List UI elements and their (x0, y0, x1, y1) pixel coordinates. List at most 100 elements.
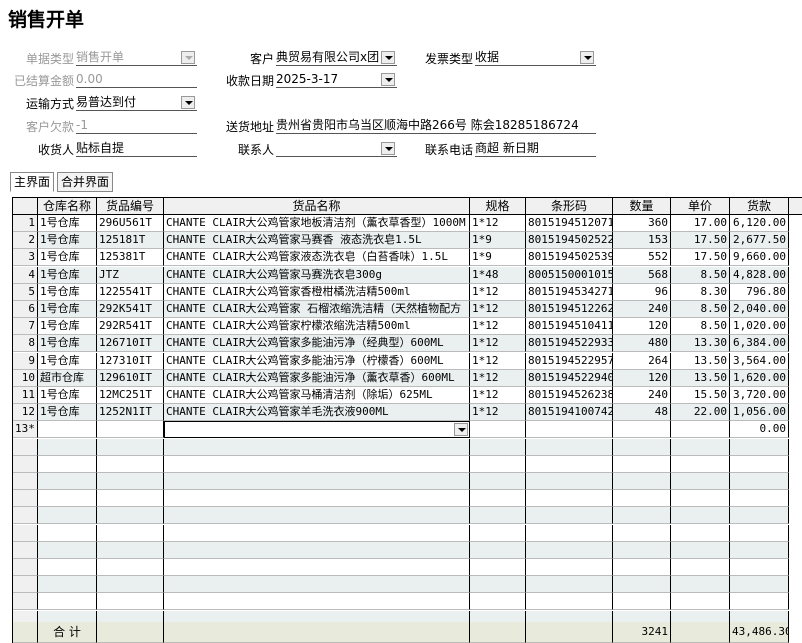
table-cell: 8.30 (671, 283, 730, 301)
table-cell[interactable] (164, 421, 470, 439)
table-cell (38, 593, 97, 611)
table-cell: 1号仓库 (38, 352, 97, 370)
table-cell (613, 438, 671, 456)
table-cell (470, 438, 526, 456)
table-cell: 129610IT (97, 369, 164, 387)
table-cell (164, 559, 470, 576)
table-cell: 1号仓库 (38, 232, 97, 250)
footer-cell (470, 622, 526, 643)
table-cell: CHANTE CLAIR大公鸡管家羊毛洗衣液900ML (164, 404, 470, 422)
table-cell (730, 593, 789, 611)
row-number: 11 (13, 387, 38, 404)
field-label: 联系人 (237, 143, 274, 157)
field-label: 运输方式 (25, 97, 74, 111)
field-input[interactable]: 2025-3-17 (276, 71, 397, 88)
row-number (13, 576, 38, 594)
tab[interactable]: 主界面 (10, 172, 55, 192)
table-cell: 120 (613, 318, 671, 336)
table-cell (38, 559, 97, 576)
table-cell (470, 455, 526, 473)
field-label: 发票类型 (424, 52, 473, 66)
row-number (13, 541, 38, 559)
table-cell (470, 541, 526, 559)
table-cell (730, 524, 789, 542)
footer-cell (97, 622, 164, 643)
table-cell (38, 455, 97, 473)
table-cell: CHANTE CLAIR大公鸡管家马桶清洁剂（除垢）625ML (164, 387, 470, 404)
table-cell (164, 593, 470, 611)
table-cell (97, 559, 164, 576)
table-cell: 8015194100742 (526, 404, 613, 422)
table-cell (97, 576, 164, 594)
table-cell: 126710IT (97, 335, 164, 353)
footer-cell (526, 622, 613, 643)
table-cell: 1号仓库 (38, 283, 97, 301)
table-cell (671, 593, 730, 611)
row-number (13, 524, 38, 542)
table-cell: 2,677.50 (730, 232, 789, 250)
row-number (13, 593, 38, 611)
dropdown-button[interactable] (454, 423, 468, 437)
table-cell (470, 507, 526, 525)
table-cell: 3,564.00 (730, 352, 789, 370)
table-cell (164, 455, 470, 473)
field-input[interactable] (276, 140, 397, 157)
field-input[interactable]: 收据 (475, 49, 596, 66)
table-cell: 1*9 (470, 249, 526, 267)
table-cell: CHANTE CLAIR大公鸡管家地板清洁剂（薰衣草香型）1000M (164, 215, 470, 232)
column-header: 条形码 (526, 198, 613, 215)
row-number: 2 (13, 232, 38, 250)
table-cell: 120 (613, 369, 671, 387)
table-cell: 8005150001015 (526, 266, 613, 284)
table-cell: 96 (613, 283, 671, 301)
table-cell (526, 576, 613, 594)
field-label: 收款日期 (225, 74, 274, 88)
field-input[interactable]: 易普达到付 (76, 94, 197, 111)
footer-cell (164, 622, 470, 643)
table-cell (164, 576, 470, 594)
field-input[interactable]: 典贸易有限公司x团 (276, 49, 397, 66)
table-cell (671, 421, 730, 439)
table-cell (470, 421, 526, 439)
table-cell (730, 438, 789, 456)
table-cell (164, 473, 470, 490)
table-cell: 1*12 (470, 283, 526, 301)
field-input[interactable]: 商超 新日期 (475, 140, 596, 157)
table-cell (526, 541, 613, 559)
dropdown-button[interactable] (181, 96, 195, 109)
table-cell: 17.50 (671, 232, 730, 250)
table-cell (38, 438, 97, 456)
table-cell: 1*12 (470, 301, 526, 318)
table-cell (38, 473, 97, 490)
table-cell: 127310IT (97, 352, 164, 370)
row-number (13, 490, 38, 508)
table-cell: 1*12 (470, 318, 526, 336)
field-input[interactable]: 贴标自提 (76, 140, 197, 157)
dropdown-button[interactable] (381, 142, 395, 155)
column-header: 仓库名称 (38, 198, 97, 215)
dropdown-button[interactable] (381, 73, 395, 86)
table-cell: 1225541T (97, 283, 164, 301)
table-cell (613, 541, 671, 559)
table-cell (730, 490, 789, 508)
table-cell: 125381T (97, 249, 164, 267)
table-cell: 153 (613, 232, 671, 250)
table-cell: 4,828.00 (730, 266, 789, 284)
table-cell (613, 455, 671, 473)
table-cell: CHANTE CLAIR大公鸡管家香橙柑橘洗洁精500ml (164, 283, 470, 301)
dropdown-button[interactable] (580, 51, 594, 64)
tab[interactable]: 合并界面 (57, 172, 114, 192)
table-cell: CHANTE CLAIR大公鸡管家液态洗衣皂（白苔香味）1.5L (164, 249, 470, 267)
table-cell: 8015194502539 (526, 249, 613, 267)
dropdown-button[interactable] (381, 51, 395, 64)
table-cell: 552 (613, 249, 671, 267)
table-cell (470, 490, 526, 508)
table-cell (730, 455, 789, 473)
table-cell: 1号仓库 (38, 335, 97, 353)
table-cell (470, 559, 526, 576)
table-cell: 360 (613, 215, 671, 232)
table-cell (526, 507, 613, 525)
field-input[interactable]: 贵州省贵阳市乌当区顺海中路266号 陈会18285186724 (276, 117, 596, 134)
table-cell (526, 421, 613, 439)
